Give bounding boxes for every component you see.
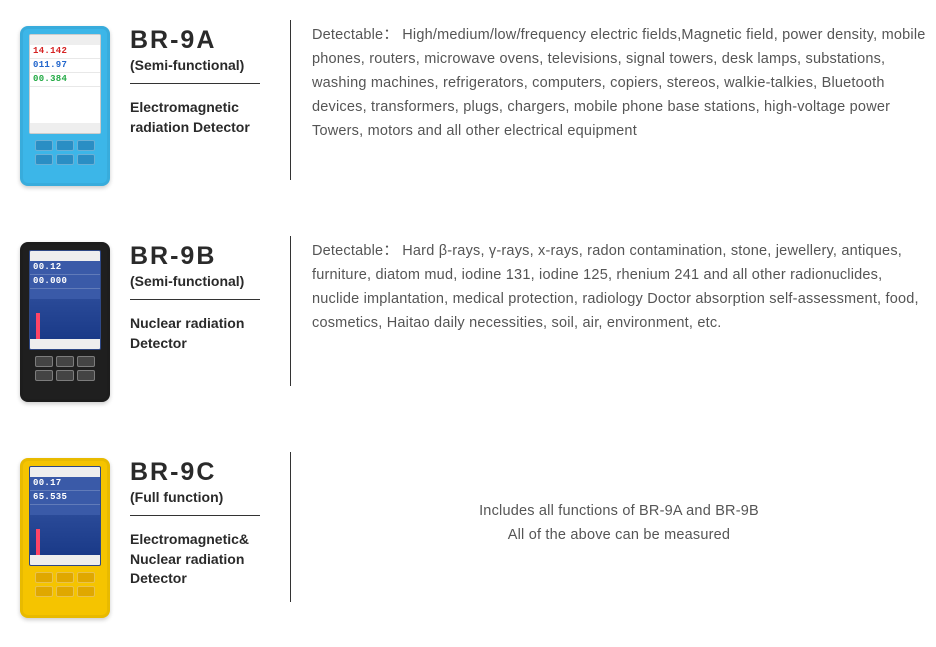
detector-type: Nuclear radiation Detector [130,314,280,353]
device-button [35,356,53,367]
divider-col [280,452,300,602]
device-buttons [26,356,104,381]
device-button [35,370,53,381]
detector-type: Electromagnetic& Nuclear radiation Detec… [130,530,280,589]
device-button [77,356,95,367]
divider-horizontal [130,299,260,300]
screen-reading: 011.97 [30,59,100,73]
device-mockup: 00.1765.535 [20,458,110,618]
device-button [35,586,53,597]
screen-reading: 00.384 [30,73,100,87]
divider-horizontal [130,83,260,84]
device-mockup: 14.142011.9700.384 [20,26,110,186]
device-button [56,154,74,165]
device-button [77,154,95,165]
screen-reading: 14.142 [30,45,100,59]
device-button [56,140,74,151]
label-col: BR-9B (Semi-functional) Nuclear radiation … [120,236,280,353]
divider-vertical [290,20,291,180]
device-button [77,370,95,381]
label-col: BR-9A (Semi-functional) Electromagnetic ra… [120,20,280,137]
screen-reading: 65.535 [30,491,100,505]
model-subtype: (Semi-functional) [130,273,280,289]
device-buttons [26,140,104,165]
screen-reading: 00.000 [30,275,100,289]
device-screen: 00.1765.535 [29,466,101,566]
device-button [56,356,74,367]
divider-vertical [290,236,291,386]
device-button [35,140,53,151]
device-button [77,586,95,597]
description: Detectable： High/medium/low/frequency el… [300,20,926,144]
device-image-col: 00.1200.000 [10,236,120,402]
device-button [56,572,74,583]
model-subtype: (Semi-functional) [130,57,280,73]
device-button [35,572,53,583]
model-name: BR-9A [130,26,280,55]
divider-vertical [290,452,291,602]
device-screen: 00.1200.000 [29,250,101,350]
device-button [77,572,95,583]
product-row: 14.142011.9700.384 BR-9A (Semi-functional… [10,20,926,186]
screen-reading: 00.17 [30,477,100,491]
description: Includes all functions of BR-9A and BR-9… [300,452,926,592]
label-col: BR-9C (Full function) Electromagnetic& Nuc… [120,452,280,589]
model-subtype: (Full function) [130,489,280,505]
product-row: 00.1200.000 BR-9B (Semi-functional) Nuclea… [10,236,926,402]
description: Detectable： Hard β-rays, γ-rays, x-rays,… [300,236,926,336]
model-name: BR-9B [130,242,280,271]
device-image-col: 00.1765.535 [10,452,120,618]
device-button [35,154,53,165]
device-button [56,370,74,381]
device-button [56,586,74,597]
product-row: 00.1765.535 BR-9C (Full function) Electrom… [10,452,926,618]
divider-horizontal [130,515,260,516]
detector-type: Electromagnetic radiation Detector [130,98,280,137]
device-mockup: 00.1200.000 [20,242,110,402]
device-buttons [26,572,104,597]
device-image-col: 14.142011.9700.384 [10,20,120,186]
device-button [77,140,95,151]
divider-col [280,236,300,386]
divider-col [280,20,300,180]
screen-reading: 00.12 [30,261,100,275]
device-screen: 14.142011.9700.384 [29,34,101,134]
model-name: BR-9C [130,458,280,487]
